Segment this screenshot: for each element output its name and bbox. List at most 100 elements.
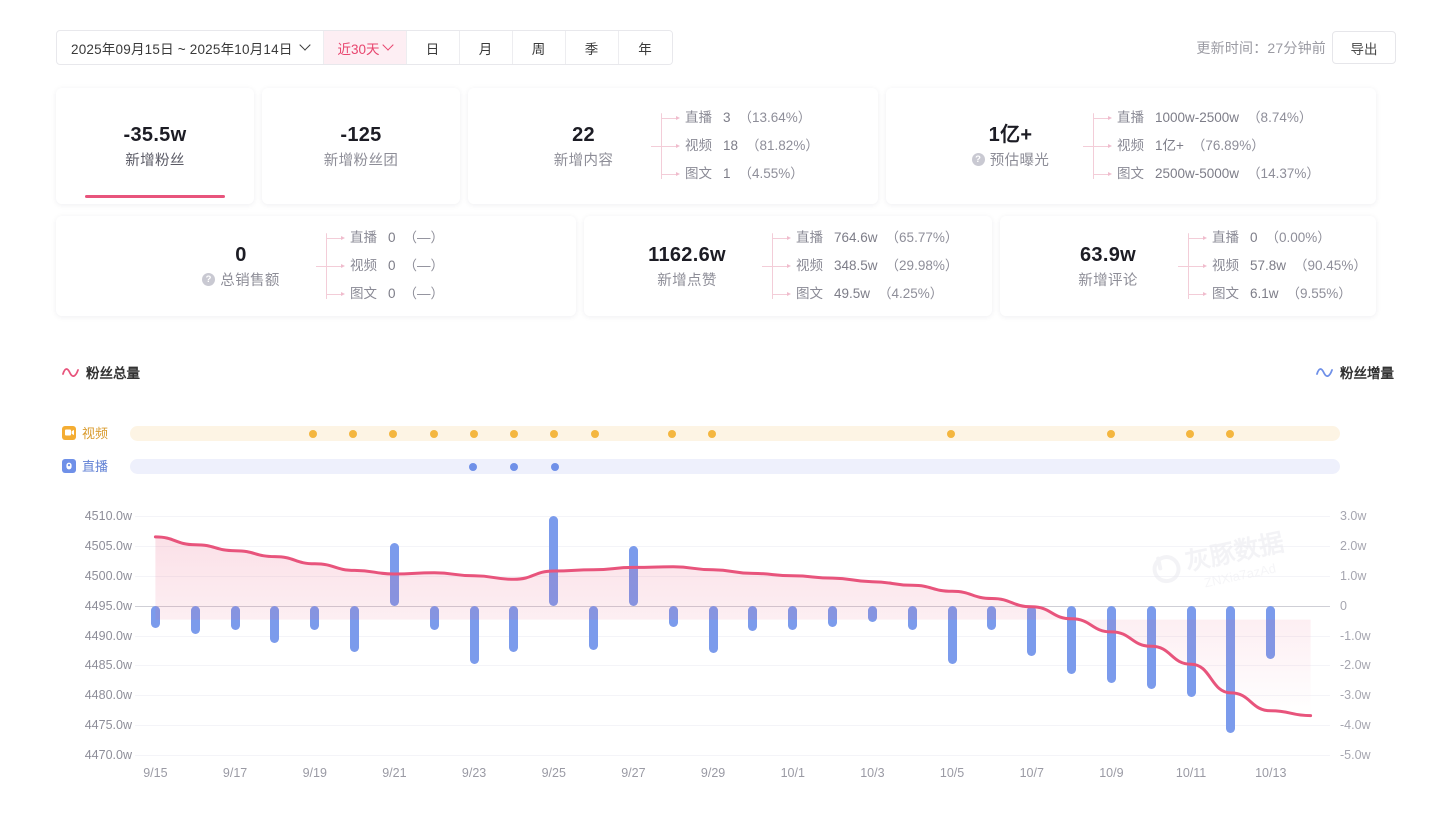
stat-card-5[interactable]: 0? 总销售额 直播 0 （—） 视频 0 （—） 图文 0 （—） xyxy=(56,216,576,316)
breakdown-percent: （14.37%） xyxy=(1247,166,1320,182)
bar[interactable] xyxy=(589,605,599,651)
event-dot[interactable] xyxy=(470,429,478,438)
bar[interactable] xyxy=(1226,605,1236,733)
stat-card-label: 新增内容 xyxy=(553,153,614,169)
event-dot[interactable] xyxy=(309,429,317,438)
bar[interactable] xyxy=(668,605,678,628)
breakdown-item: 图文 49.5w （4.25%） xyxy=(771,280,958,308)
bar[interactable] xyxy=(230,605,240,630)
stat-card-7[interactable]: 63.9w 新增评论 直播 0 （0.00%） 视频 57.8w （90.45%） 图文 6.1w… xyxy=(1000,216,1376,316)
range-preset-30days[interactable]: 近30天 xyxy=(323,31,407,64)
breakdown-percent: （76.89%） xyxy=(1191,138,1265,154)
bar[interactable] xyxy=(429,605,439,630)
gridline xyxy=(135,516,1330,517)
period-tab-quarter[interactable]: 季 xyxy=(565,31,619,64)
bar[interactable] xyxy=(270,605,280,643)
stat-card-2[interactable]: -125 新增粉丝团 xyxy=(262,88,460,204)
event-dot[interactable] xyxy=(550,429,558,438)
bar[interactable] xyxy=(509,605,519,652)
date-range-picker[interactable]: 2025年09月15日 ~ 2025年10月14日 xyxy=(57,31,324,64)
bar[interactable] xyxy=(1067,605,1077,675)
bar[interactable] xyxy=(190,605,200,634)
y-axis-right-tick: -2.0w xyxy=(1340,658,1371,673)
breakdown-value: 764.6w xyxy=(834,230,878,246)
event-dot[interactable] xyxy=(668,429,676,438)
stat-card-1[interactable]: -35.5w 新增粉丝 xyxy=(56,88,254,204)
bar[interactable] xyxy=(389,542,399,606)
breakdown-percent: （65.77%） xyxy=(885,230,959,246)
event-dot[interactable] xyxy=(591,429,599,438)
legend-fans-delta[interactable]: 粉丝增量 xyxy=(1316,362,1394,382)
y-axis-right-tick: 3.0w xyxy=(1340,509,1367,523)
legend-fans-total[interactable]: 粉丝总量 xyxy=(62,362,140,382)
breakdown-percent: （81.82%） xyxy=(746,138,819,154)
stat-card-summary: 22 新增内容 xyxy=(516,122,651,170)
event-dot[interactable] xyxy=(469,462,477,471)
event-dot[interactable] xyxy=(708,429,716,438)
help-icon[interactable]: ? xyxy=(971,153,985,166)
bar[interactable] xyxy=(1027,605,1037,657)
breakdown-category: 图文 xyxy=(350,286,377,302)
stat-card-breakdown: 直播 0 （—） 视频 0 （—） 图文 0 （—） xyxy=(316,224,444,308)
event-dot[interactable] xyxy=(389,429,397,438)
breakdown-item: 直播 0 （0.00%） xyxy=(1188,224,1367,252)
x-axis-tick: 9/29 xyxy=(700,766,726,780)
stat-card-value: 22 xyxy=(572,124,595,146)
help-icon[interactable]: ? xyxy=(202,273,216,286)
event-dot[interactable] xyxy=(430,429,438,438)
event-dot[interactable] xyxy=(1226,429,1234,438)
breakdown-value: 49.5w xyxy=(834,286,871,302)
bar[interactable] xyxy=(628,545,638,606)
event-row-label-wrap[interactable]: 直播 xyxy=(62,456,108,475)
event-dot[interactable] xyxy=(1107,429,1115,438)
bar[interactable] xyxy=(907,605,917,630)
x-axis-tick: 10/1 xyxy=(780,766,805,780)
bar[interactable] xyxy=(708,605,718,654)
period-tab-month[interactable]: 月 xyxy=(459,31,513,64)
bar[interactable] xyxy=(350,605,360,652)
bar[interactable] xyxy=(1266,605,1276,660)
breakdown-category: 直播 xyxy=(350,230,377,246)
event-dot[interactable] xyxy=(551,462,559,471)
bar[interactable] xyxy=(947,605,957,664)
bar[interactable] xyxy=(469,605,479,664)
period-tab-year[interactable]: 年 xyxy=(618,31,672,64)
event-track-live[interactable] xyxy=(130,459,1340,474)
stat-card-6[interactable]: 1162.6w 新增点赞 直播 764.6w （65.77%） 视频 348.5w （29.9… xyxy=(584,216,992,316)
event-dot[interactable] xyxy=(349,429,357,438)
event-dot[interactable] xyxy=(510,429,518,438)
bar[interactable] xyxy=(1186,605,1196,697)
breakdown-category: 视频 xyxy=(350,258,377,274)
event-dot[interactable] xyxy=(510,462,518,471)
stat-card-label-wrap: 新增粉丝团 xyxy=(324,149,399,170)
bar[interactable] xyxy=(150,605,160,629)
bar[interactable] xyxy=(987,605,997,630)
breakdown-category: 图文 xyxy=(685,166,712,182)
page-header: 2025年09月15日 ~ 2025年10月14日 近30天 日 月 周 季 年… xyxy=(0,0,1432,78)
breakdown-category: 直播 xyxy=(685,110,712,126)
y-axis-right-tick: 2.0w xyxy=(1340,538,1367,553)
event-row-label-wrap[interactable]: 视频 xyxy=(62,423,108,442)
event-dot[interactable] xyxy=(947,429,955,438)
breakdown-item: 图文 0 （—） xyxy=(325,280,444,308)
bar[interactable] xyxy=(549,516,559,606)
period-tab-week[interactable]: 周 xyxy=(512,31,566,64)
bar[interactable] xyxy=(1106,605,1116,684)
bar[interactable] xyxy=(1146,605,1156,690)
breakdown-percent: （13.64%） xyxy=(738,110,812,126)
bar[interactable] xyxy=(867,605,877,623)
period-tab-day[interactable]: 日 xyxy=(406,31,460,64)
x-axis-tick: 9/17 xyxy=(222,766,248,780)
stat-card-3[interactable]: 22 新增内容 直播 3 （13.64%） 视频 18 （81.82%） 图文 1 （4.55%） xyxy=(468,88,878,204)
date-filter-group[interactable]: 2025年09月15日 ~ 2025年10月14日 近30天 日 月 周 季 年 xyxy=(56,30,673,65)
bar[interactable] xyxy=(310,605,320,630)
breakdown-item: 视频 57.8w （90.45%） xyxy=(1188,252,1367,280)
x-axis-tick: 9/23 xyxy=(461,766,487,780)
x-axis-tick: 9/27 xyxy=(621,766,646,780)
event-dot[interactable] xyxy=(1186,429,1194,438)
bar[interactable] xyxy=(788,605,798,630)
bar[interactable] xyxy=(828,605,838,628)
bar[interactable] xyxy=(748,605,758,632)
stat-card-4[interactable]: 1亿+? 预估曝光 直播 1000w-2500w （8.74%） 视频 1亿+ （76.89%… xyxy=(886,88,1376,204)
export-button[interactable]: 导出 xyxy=(1332,31,1396,64)
